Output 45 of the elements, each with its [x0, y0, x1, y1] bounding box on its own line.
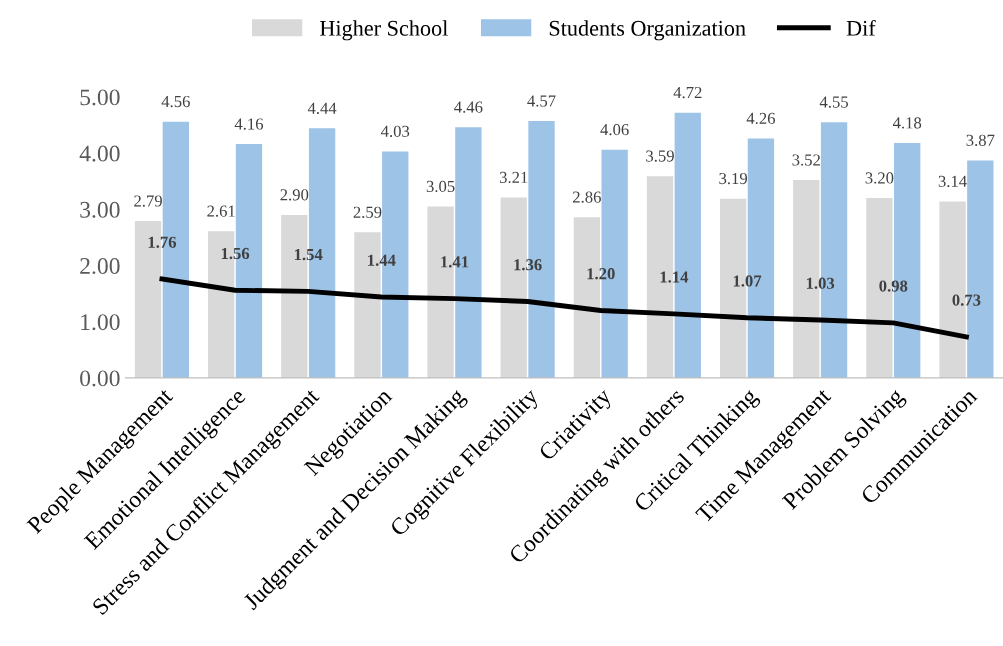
data-label: 1.20 — [587, 268, 615, 280]
data-label: 4.56 — [161, 95, 190, 108]
data-label: 4.16 — [234, 118, 264, 130]
data-label: 1.54 — [294, 249, 323, 261]
data-label: 2.61 — [207, 205, 235, 217]
y-tick-label: 4.00 — [79, 145, 120, 162]
data-label: 3.21 — [499, 171, 528, 184]
y-tick-label: 0.00 — [80, 370, 120, 387]
data-label: 4.46 — [454, 101, 483, 113]
data-label: 2.90 — [280, 189, 309, 201]
data-label: 3.19 — [719, 172, 748, 185]
legend-label: Dif — [846, 19, 876, 36]
data-label: 4.18 — [892, 117, 922, 129]
data-label: 4.57 — [527, 95, 556, 107]
data-label: 1.03 — [806, 277, 835, 289]
data-label: 3.87 — [966, 134, 995, 146]
data-label: 1.44 — [368, 254, 396, 266]
data-label: 0.73 — [952, 294, 981, 306]
data-label: 2.59 — [353, 206, 382, 218]
y-tick-label: 2.00 — [80, 258, 120, 275]
y-tick-label: 3.00 — [80, 201, 120, 218]
data-label: 4.72 — [673, 86, 702, 99]
data-label: 4.55 — [819, 96, 848, 108]
data-label: 3.20 — [865, 172, 894, 184]
y-tick-label: 5.00 — [80, 89, 120, 106]
data-label: 2.86 — [573, 191, 601, 203]
data-label: 3.59 — [646, 150, 674, 162]
data-label: 2.79 — [134, 195, 162, 207]
data-label: 4.03 — [380, 125, 410, 137]
data-label: 1.56 — [221, 247, 250, 260]
data-label: 1.36 — [514, 259, 542, 271]
data-label: 3.14 — [938, 175, 967, 188]
y-tick-label: 1.00 — [81, 314, 120, 331]
data-label: 1.07 — [733, 275, 762, 287]
legend-label: Students Organization — [549, 20, 746, 41]
data-label: 4.26 — [746, 112, 776, 125]
data-label: 3.05 — [426, 180, 455, 193]
data-label: 4.06 — [600, 123, 629, 136]
legend-label: Higher School — [319, 20, 448, 41]
data-label: 1.76 — [148, 236, 177, 248]
data-label: 1.14 — [660, 271, 689, 283]
data-label: 0.98 — [879, 280, 908, 292]
data-label: 4.44 — [307, 102, 337, 114]
data-label: 3.52 — [792, 154, 820, 166]
data-label: 1.41 — [441, 256, 469, 268]
